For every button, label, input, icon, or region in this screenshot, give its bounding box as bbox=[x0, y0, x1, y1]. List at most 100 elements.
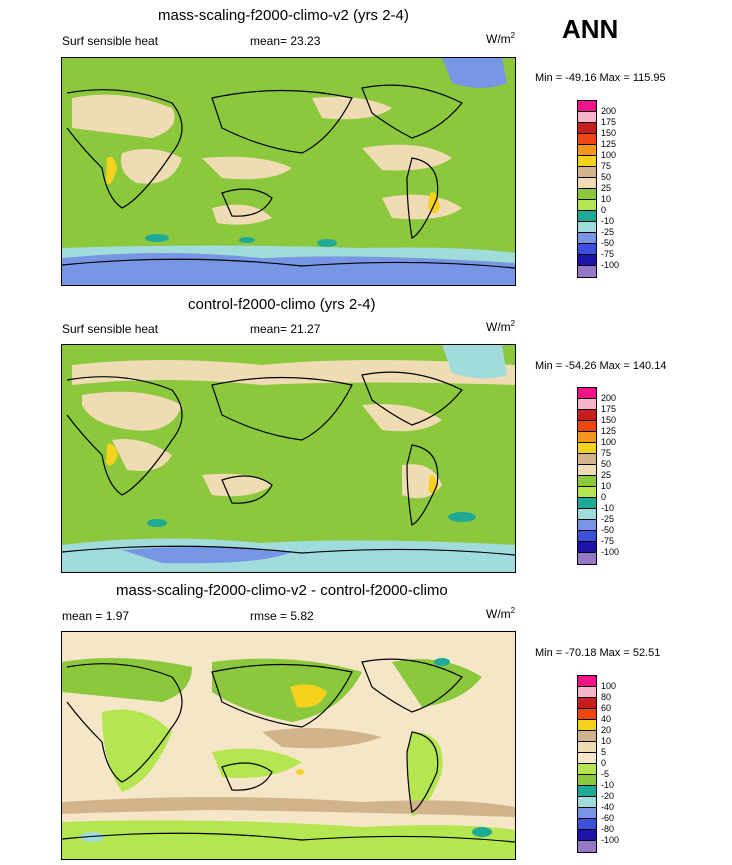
panel-3-units: W/m2 bbox=[486, 606, 516, 621]
season-label: ANN bbox=[562, 14, 619, 44]
colorbar-swatch bbox=[578, 123, 596, 134]
colorbar-swatch bbox=[578, 542, 596, 553]
colorbar-level-label: 75 bbox=[601, 448, 612, 458]
colorbar-level-label: 25 bbox=[601, 183, 612, 193]
colorbar-swatch bbox=[578, 156, 596, 167]
colorbar-level-label: 25 bbox=[601, 470, 612, 480]
panel-1-units: W/m2 bbox=[486, 31, 516, 46]
panel-3-rmse-label: rmse = 5.82 bbox=[250, 609, 314, 623]
colorbar-level-label: -100 bbox=[601, 260, 620, 270]
colorbar-swatch bbox=[578, 487, 596, 498]
panel-1-title: mass-scaling-f2000-climo-v2 (yrs 2-4) bbox=[158, 7, 409, 24]
colorbar-level-label: 125 bbox=[601, 139, 617, 149]
panel-3-colorbar bbox=[577, 675, 597, 853]
colorbar-level-label: 150 bbox=[601, 415, 617, 425]
colorbar-level-label: -50 bbox=[601, 238, 615, 248]
colorbar-swatch bbox=[578, 432, 596, 443]
colorbar-swatch bbox=[578, 244, 596, 255]
colorbar-swatch bbox=[578, 200, 596, 211]
panel-3-minmax: Min = -70.18 Max = 52.51 bbox=[535, 647, 661, 659]
colorbar-level-label: 5 bbox=[601, 747, 607, 757]
colorbar-level-label: 75 bbox=[601, 161, 612, 171]
colorbar-level-label: 40 bbox=[601, 714, 612, 724]
colorbar-swatch bbox=[578, 687, 596, 698]
colorbar-swatch bbox=[578, 145, 596, 156]
panel-2-mean-label: mean= 21.27 bbox=[250, 322, 321, 336]
colorbar-swatch bbox=[578, 819, 596, 830]
panel-2-minmax: Min = -54.26 Max = 140.14 bbox=[535, 360, 667, 372]
colorbar-level-label: -5 bbox=[601, 769, 610, 779]
colorbar-level-label: 125 bbox=[601, 426, 617, 436]
colorbar-level-label: -75 bbox=[601, 536, 615, 546]
colorbar-level-label: 50 bbox=[601, 459, 612, 469]
colorbar-level-label: -100 bbox=[601, 547, 620, 557]
colorbar-level-label: 50 bbox=[601, 172, 612, 182]
colorbar-level-label: -40 bbox=[601, 802, 615, 812]
colorbar-level-label: 10 bbox=[601, 481, 612, 491]
colorbar-swatch bbox=[578, 421, 596, 432]
colorbar-swatch bbox=[578, 676, 596, 687]
colorbar-level-label: 0 bbox=[601, 205, 607, 215]
colorbar-swatch bbox=[578, 509, 596, 520]
colorbar-level-label: 100 bbox=[601, 437, 617, 447]
colorbar-swatch bbox=[578, 443, 596, 454]
colorbar-swatch bbox=[578, 266, 596, 277]
colorbar-swatch bbox=[578, 399, 596, 410]
colorbar-swatch bbox=[578, 731, 596, 742]
colorbar-swatch bbox=[578, 388, 596, 399]
colorbar-swatch bbox=[578, 709, 596, 720]
colorbar-swatch bbox=[578, 531, 596, 542]
colorbar-swatch bbox=[578, 211, 596, 222]
colorbar-swatch bbox=[578, 233, 596, 244]
colorbar-swatch bbox=[578, 553, 596, 564]
colorbar-swatch bbox=[578, 454, 596, 465]
colorbar-level-label: 175 bbox=[601, 117, 617, 127]
colorbar-level-label: 175 bbox=[601, 404, 617, 414]
colorbar-level-label: 20 bbox=[601, 725, 612, 735]
colorbar-swatch bbox=[578, 775, 596, 786]
colorbar-swatch bbox=[578, 797, 596, 808]
panel-1-variable-label: Surf sensible heat bbox=[62, 34, 159, 48]
colorbar-swatch bbox=[578, 222, 596, 233]
colorbar-level-label: -50 bbox=[601, 525, 615, 535]
colorbar-swatch bbox=[578, 476, 596, 487]
panel-1-map bbox=[61, 57, 516, 286]
colorbar-level-label: 150 bbox=[601, 128, 617, 138]
colorbar-swatch bbox=[578, 178, 596, 189]
colorbar-swatch bbox=[578, 255, 596, 266]
colorbar-swatch bbox=[578, 764, 596, 775]
panel-1-mean-label: mean= 23.23 bbox=[250, 34, 321, 48]
colorbar-swatch bbox=[578, 720, 596, 731]
colorbar-swatch bbox=[578, 786, 596, 797]
colorbar-swatch bbox=[578, 410, 596, 421]
panel-2-map bbox=[61, 344, 516, 573]
colorbar-level-label: 60 bbox=[601, 703, 612, 713]
colorbar-level-label: -25 bbox=[601, 514, 615, 524]
colorbar-swatch bbox=[578, 830, 596, 841]
panel-2-colorbar bbox=[577, 387, 597, 565]
colorbar-level-label: -10 bbox=[601, 780, 615, 790]
colorbar-level-label: -10 bbox=[601, 216, 615, 226]
colorbar-swatch bbox=[578, 742, 596, 753]
colorbar-swatch bbox=[578, 753, 596, 764]
colorbar-level-label: -60 bbox=[601, 813, 615, 823]
colorbar-level-label: -80 bbox=[601, 824, 615, 834]
colorbar-level-label: -100 bbox=[601, 835, 620, 845]
colorbar-swatch bbox=[578, 698, 596, 709]
colorbar-level-label: -75 bbox=[601, 249, 615, 259]
colorbar-swatch bbox=[578, 189, 596, 200]
panel-2-title: control-f2000-climo (yrs 2-4) bbox=[188, 296, 376, 313]
colorbar-swatch bbox=[578, 465, 596, 476]
colorbar-swatch bbox=[578, 134, 596, 145]
panel-2-units: W/m2 bbox=[486, 319, 516, 334]
colorbar-level-label: -25 bbox=[601, 227, 615, 237]
colorbar-level-label: 100 bbox=[601, 681, 617, 691]
colorbar-swatch bbox=[578, 112, 596, 123]
panel-1-minmax: Min = -49.16 Max = 115.95 bbox=[535, 72, 666, 84]
colorbar-swatch bbox=[578, 167, 596, 178]
colorbar-level-label: -10 bbox=[601, 503, 615, 513]
colorbar-swatch bbox=[578, 498, 596, 509]
colorbar-swatch bbox=[578, 101, 596, 112]
colorbar-swatch bbox=[578, 841, 596, 852]
panel-2-variable-label: Surf sensible heat bbox=[62, 322, 159, 336]
